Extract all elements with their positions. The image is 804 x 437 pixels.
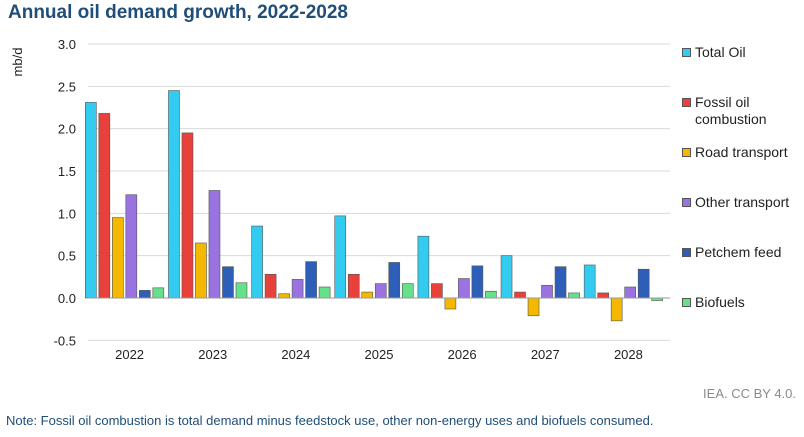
x-tick-label: 2022 [115, 347, 144, 362]
y-tick-labels: 3.0 2.5 2.0 1.5 1.0 0.5 0.0 -0.5 [54, 37, 76, 348]
bar-total-oil-2026 [417, 235, 430, 299]
legend-swatch [682, 298, 691, 307]
bar-petchem-feed-2025 [388, 262, 401, 299]
bar-biofuels-2023 [235, 282, 248, 299]
bar-other-transport-2022 [125, 194, 138, 299]
legend-item-total-oil: Total Oil [682, 44, 746, 61]
bar-road-transport-2022 [112, 217, 124, 299]
x-tick-labels: 2022 2023 2024 2025 2026 2027 2028 [115, 347, 643, 362]
bar-other-transport-2023 [208, 190, 221, 299]
bar-fossil-oil-combustion-2023 [181, 132, 194, 299]
y-tick-label: 0.5 [58, 249, 76, 264]
bar-other-transport-2026 [458, 278, 470, 299]
x-tick-label: 2024 [281, 347, 310, 362]
footnote: Note: Fossil oil combustion is total dem… [6, 413, 654, 428]
bar-road-transport-2028 [610, 297, 623, 322]
bar-total-oil-2024 [251, 225, 263, 299]
legend-label: Other transport [695, 194, 790, 210]
bar-fossil-oil-combustion-2028 [597, 292, 609, 299]
legend-swatch [682, 98, 691, 107]
bar-road-transport-2025 [361, 291, 374, 299]
legend-swatch [682, 48, 691, 57]
legend-item-fossil-oil-combustion: Fossil oil combustion [682, 94, 767, 128]
x-tick-label: 2025 [365, 347, 394, 362]
bar-biofuels-2025 [401, 283, 414, 299]
y-axis-label: mb/d [10, 48, 25, 77]
bar-petchem-feed-2022 [139, 290, 151, 299]
bar-road-transport-2024 [278, 293, 290, 299]
legend-swatch [682, 198, 691, 207]
bar-other-transport-2028 [624, 286, 636, 299]
bar-biofuels-2024 [318, 286, 331, 299]
bar-total-oil-2022 [85, 102, 97, 299]
bars [85, 90, 663, 322]
credit: IEA. CC BY 4.0. [703, 386, 796, 401]
bar-other-transport-2024 [291, 279, 304, 299]
legend-item-biofuels: Biofuels [682, 294, 745, 311]
y-tick-label: 2.5 [58, 79, 76, 94]
legend-item-road-transport: Road transport [682, 144, 788, 161]
bar-total-oil-2023 [168, 90, 180, 299]
bar-biofuels-2027 [568, 292, 580, 299]
bar-petchem-feed-2023 [222, 266, 234, 299]
bar-petchem-feed-2024 [305, 261, 317, 299]
bar-road-transport-2023 [195, 242, 207, 299]
legend-label: Biofuels [695, 294, 745, 310]
bar-other-transport-2027 [541, 284, 553, 299]
x-tick-label: 2028 [614, 347, 643, 362]
x-tick-label: 2026 [448, 347, 477, 362]
bar-road-transport-2027 [527, 297, 540, 317]
y-tick-label: 1.0 [58, 206, 76, 221]
legend-item-other-transport: Other transport [682, 194, 789, 211]
bar-biofuels-2022 [152, 287, 165, 299]
chart-title: Annual oil demand growth, 2022-2028 [8, 2, 348, 23]
bar-total-oil-2027 [500, 255, 513, 299]
bar-road-transport-2026 [444, 297, 457, 310]
y-tick-label: 2.0 [58, 122, 76, 137]
bar-biofuels-2026 [485, 290, 497, 299]
gridlines [88, 43, 670, 341]
legend-label: Total Oil [695, 44, 746, 60]
bar-petchem-feed-2027 [554, 266, 567, 299]
y-tick-label: 0.0 [58, 291, 76, 306]
y-tick-label: 1.5 [58, 164, 76, 179]
x-tick-label: 2023 [198, 347, 227, 362]
bar-fossil-oil-combustion-2026 [431, 283, 443, 299]
bar-fossil-oil-combustion-2025 [347, 273, 360, 299]
bar-petchem-feed-2026 [471, 265, 484, 299]
bar-fossil-oil-combustion-2027 [514, 291, 526, 299]
legend-label: Road transport [695, 144, 788, 160]
y-tick-label: 3.0 [58, 37, 76, 52]
bar-total-oil-2028 [583, 264, 596, 299]
legend-label: Petchem feed [695, 244, 782, 260]
bar-fossil-oil-combustion-2024 [264, 273, 277, 299]
bar-other-transport-2025 [374, 283, 387, 299]
legend-label: Fossil oil combustion [695, 94, 767, 127]
bar-fossil-oil-combustion-2022 [98, 113, 111, 299]
x-tick-label: 2027 [531, 347, 560, 362]
legend-swatch [682, 148, 691, 157]
legend-swatch [682, 248, 691, 257]
legend-item-petchem-feed: Petchem feed [682, 244, 781, 261]
bar-total-oil-2025 [334, 215, 347, 299]
y-tick-label: -0.5 [54, 333, 76, 348]
bar-petchem-feed-2028 [637, 268, 650, 299]
